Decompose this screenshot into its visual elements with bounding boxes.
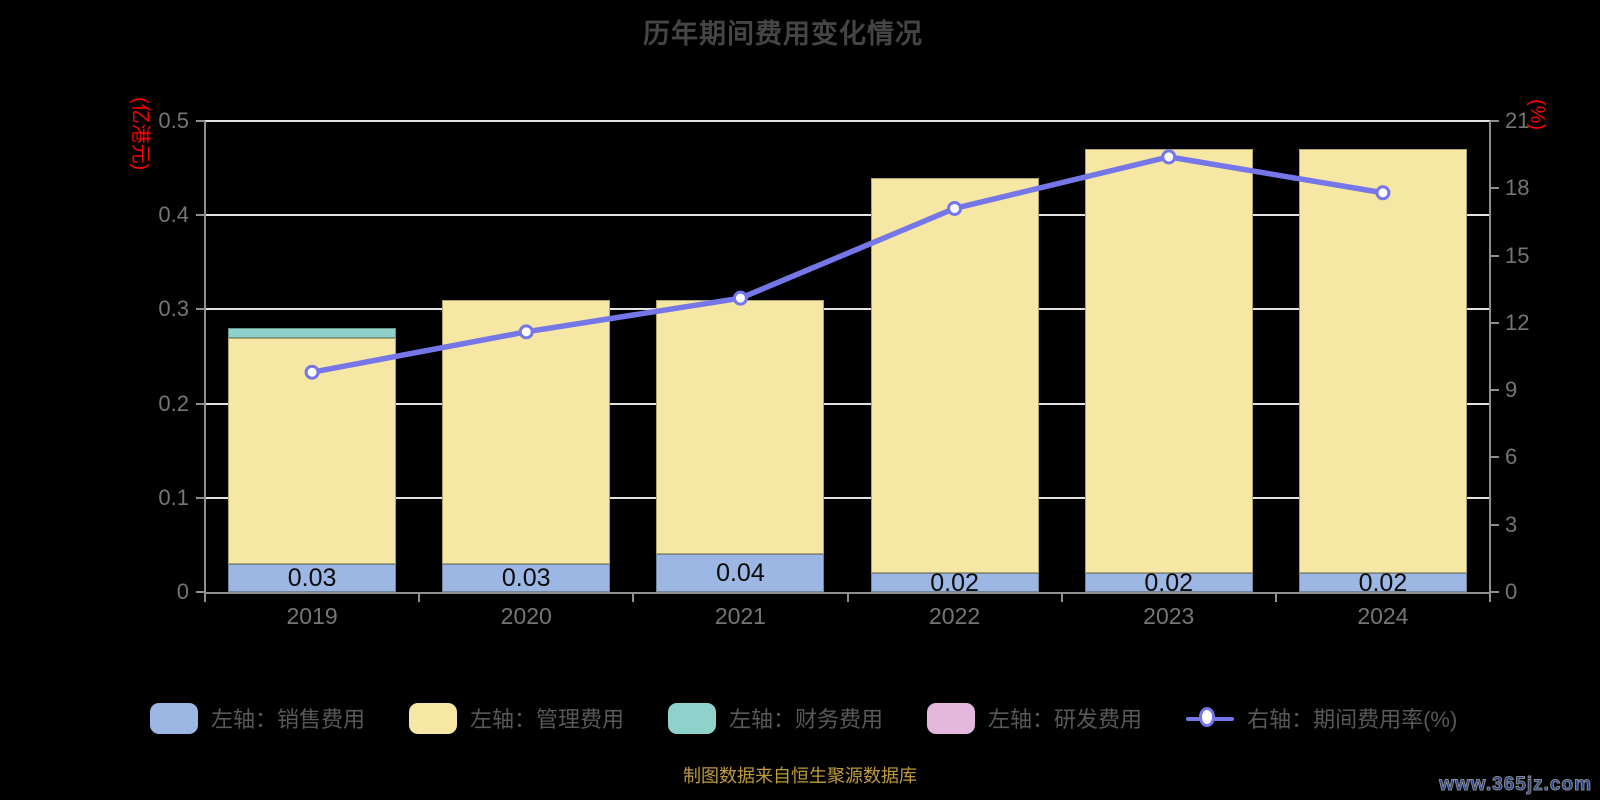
right-axis-tick [1490,187,1499,190]
x-axis-tick [1060,592,1063,602]
rate-line-marker[interactable] [947,200,963,216]
left-axis-tick [196,120,205,122]
x-axis-year-label: 2024 [1357,603,1409,629]
x-axis-tick [418,592,421,602]
gridline [205,402,1490,405]
right-axis-tick [1490,321,1499,324]
x-axis-tick [1274,592,1277,602]
bar-segment-销售费用[interactable] [1298,573,1467,592]
x-axis-year-label: 2021 [714,603,766,629]
x-axis-year-label: 2022 [928,603,981,629]
x-axis-tick [204,592,206,602]
left-axis-tick [196,591,205,593]
legend-item[interactable]: 左轴：销售费用 [150,702,365,734]
left-axis-tick-label: 0.1 [158,484,189,510]
legend-label: 左轴：研发费用 [988,707,1143,732]
left-axis-line [204,121,206,594]
bar-segment-财务费用[interactable] [228,328,397,338]
right-axis-tick-label: 21 [1505,108,1530,133]
x-axis-year-label: 2019 [286,603,338,629]
legend-swatch [927,702,976,734]
rate-line-marker[interactable] [518,324,534,340]
bar-segment-管理费用[interactable] [656,299,825,555]
legend-swatch [668,702,717,734]
left-axis-tick-label: 0.3 [158,296,189,322]
left-axis-tick-label: 0.2 [158,390,189,416]
right-axis-tick [1490,389,1499,392]
right-axis-tick-label: 3 [1505,511,1518,537]
bar-segment-销售费用[interactable] [1084,573,1253,592]
bar-segment-销售费用[interactable] [228,563,397,592]
bar-value-label: 0.03 [501,563,551,592]
left-axis-unit-label: (亿港元) [129,97,151,171]
left-axis-tick [196,214,205,217]
gridline [205,308,1490,311]
left-axis-tick-label: 0.4 [158,202,189,228]
left-axis-tick [196,308,205,311]
gridline [205,120,1490,122]
gridline [205,496,1490,499]
right-axis-tick-label: 12 [1505,309,1530,335]
bar-segment-管理费用[interactable] [1298,149,1467,574]
legend-label: 左轴：财务费用 [729,707,884,732]
x-axis-tick [632,592,635,602]
rate-line-marker[interactable] [304,364,320,380]
bar-value-label: 0.04 [716,559,765,588]
right-axis-tick [1490,523,1499,526]
right-axis-tick-label: 0 [1505,579,1518,604]
left-axis-tick [196,402,205,405]
right-axis-tick [1490,120,1499,122]
bar-segment-管理费用[interactable] [870,177,1039,574]
x-axis-tick [1489,592,1491,602]
left-axis-tick [196,496,205,499]
legend-label: 右轴：期间费用率(%) [1247,707,1458,732]
rate-line-marker[interactable] [1375,185,1391,201]
legend-label: 左轴：销售费用 [211,707,366,732]
x-axis-tick [846,592,849,602]
legend-item[interactable]: 左轴：财务费用 [668,702,883,734]
rate-line-marker[interactable] [732,290,748,306]
right-axis-line [1489,121,1491,594]
bar-segment-管理费用[interactable] [1084,149,1253,574]
right-axis-tick-label: 9 [1505,377,1518,403]
chart-title: 历年期间费用变化情况 [643,19,923,49]
site-watermark: www.365jz.com [1439,774,1592,796]
bar-value-label: 0.03 [287,563,337,592]
legend-item[interactable]: 右轴：期间费用率(%) [1186,702,1457,734]
rate-line-marker[interactable] [1161,149,1177,165]
legend-swatch [409,702,458,734]
legend-item[interactable]: 左轴：管理费用 [409,702,624,734]
data-source-note: 制图数据来自恒生聚源数据库 [683,766,917,786]
bar-value-label: 0.02 [1358,568,1408,597]
legend-label: 左轴：管理费用 [470,707,625,732]
bar-value-label: 0.02 [930,568,979,597]
x-axis-year-label: 2023 [1143,603,1195,629]
x-axis-year-label: 2020 [500,603,552,629]
legend-swatch [150,702,198,734]
legend-item[interactable]: 左轴：研发费用 [927,702,1142,734]
legend-line-marker-icon [1186,703,1235,734]
right-axis-tick [1490,254,1499,257]
bar-segment-销售费用[interactable] [656,554,825,592]
gridline [205,214,1490,217]
right-axis-tick-label: 15 [1505,242,1530,268]
right-axis-tick-label: 18 [1505,175,1530,201]
rate-line-layer [304,149,1391,380]
left-axis-tick-label: 0.5 [158,108,189,133]
right-axis-tick [1490,591,1499,593]
right-axis-tick [1490,456,1499,459]
bar-segment-销售费用[interactable] [442,563,611,592]
bar-value-label: 0.02 [1144,568,1194,597]
left-axis-tick-label: 0 [176,579,189,604]
right-axis-tick-label: 6 [1505,444,1518,470]
bar-segment-销售费用[interactable] [870,573,1039,592]
rate-line [309,154,1386,375]
chart-legend: 左轴：销售费用 左轴：管理费用 左轴：财务费用 左轴：研发费用 右轴：期间费用率(%) [150,702,1457,734]
